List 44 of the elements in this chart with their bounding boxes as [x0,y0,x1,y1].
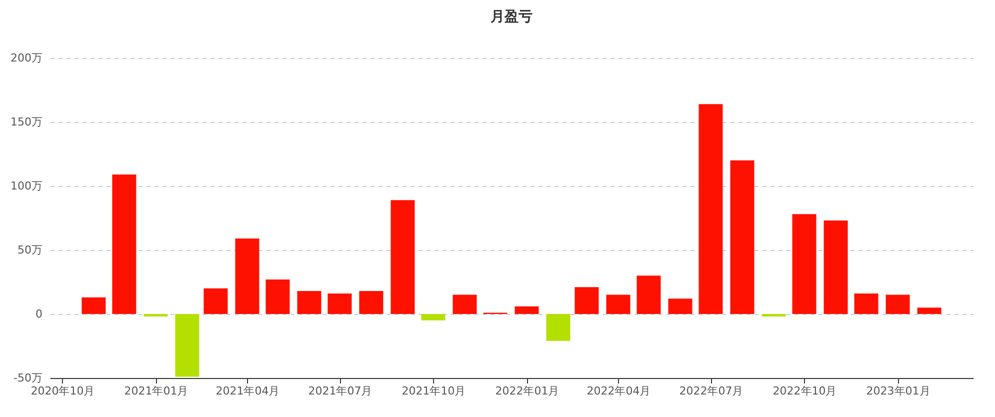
bar [854,294,878,314]
bar [514,306,539,314]
x-tick-label: 2022年07月 [679,384,744,398]
bar [112,174,136,314]
bar [546,314,570,341]
x-tick-label: 2021年04月 [216,384,280,398]
y-tick-label: 200万 [10,52,42,64]
bar [762,314,786,317]
x-tick-label: 2022年10月 [772,384,837,398]
y-tick-label: 0 [36,308,42,320]
bar [452,294,477,314]
bar [636,276,661,314]
bar [698,104,723,314]
bar [917,308,942,314]
y-tick-label: -50万 [14,372,42,384]
bar [82,297,106,314]
bar [266,279,290,314]
bar [204,288,228,314]
bar [390,200,415,314]
bar [730,160,754,314]
bar [359,290,384,314]
x-tick-label: 2020年10月 [30,384,95,398]
y-tick-label: 50万 [18,244,42,256]
bar [886,294,910,314]
x-tick-label: 2021年07月 [308,384,372,398]
bar [668,298,692,314]
bar [175,314,200,377]
bar [824,220,848,314]
bar [606,294,630,314]
chart-title: 月盈亏 [490,9,532,25]
bar [144,314,168,317]
x-tick-label: 2022年01月 [495,384,560,398]
x-tick-label: 2022年04月 [586,384,651,398]
bar [328,294,352,314]
x-tick-label: 2023年01月 [866,384,930,398]
bar [297,290,322,314]
bar [574,287,599,314]
bar [235,238,260,314]
y-tick-label: 150万 [10,116,42,128]
bar [792,214,816,314]
x-tick-label: 2021年10月 [402,384,466,398]
y-tick-label: 100万 [10,180,42,192]
x-tick-label: 2021年01月 [124,384,188,398]
bar [421,314,446,320]
